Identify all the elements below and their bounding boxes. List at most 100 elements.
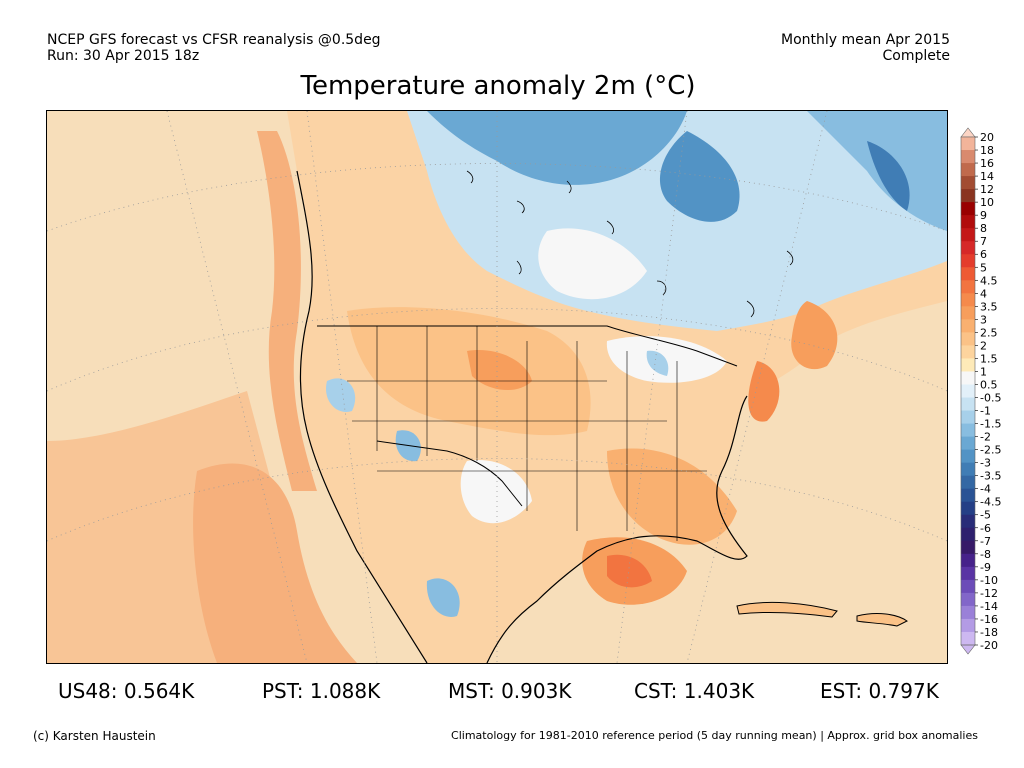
header-status: Complete [882, 48, 950, 64]
us-canada-border [317, 325, 738, 367]
scale-swatch [961, 163, 975, 177]
west-coast-warm-strip [257, 131, 317, 491]
map-canvas [47, 111, 947, 663]
color-scale-legend: 201816141210987654.543.532.521.510.5-0.5… [960, 127, 1001, 655]
scale-label: 9 [980, 209, 987, 222]
scale-frame [960, 136, 976, 646]
scale-label: -7 [980, 535, 991, 548]
scale-label: 3 [980, 313, 987, 326]
stat-pst: PST: 1.088K [262, 679, 380, 703]
scale-label: -8 [980, 548, 991, 561]
scale-swatch [961, 423, 975, 438]
scale-swatch [961, 176, 975, 190]
scale-swatch [961, 397, 975, 412]
scale-label: -0.5 [980, 392, 1001, 405]
scale-swatch [961, 553, 975, 568]
header-period: Monthly mean Apr 2015 [781, 32, 950, 48]
scale-swatch [961, 371, 975, 385]
scale-swatch [961, 410, 975, 425]
canadian-lakes [466, 170, 794, 318]
scale-swatch [961, 462, 975, 477]
scale-label: 2.5 [980, 326, 998, 339]
footer-note: Climatology for 1981-2010 reference peri… [451, 729, 978, 742]
scale-swatch [961, 254, 975, 268]
scale-label: 3.5 [980, 300, 998, 313]
scale-label: -6 [980, 522, 991, 535]
scale-label: 16 [980, 157, 994, 170]
central-canada-neutral [538, 228, 647, 300]
header-model-line: NCEP GFS forecast vs CFSR reanalysis @0.… [47, 32, 381, 48]
scale-label: 20 [980, 131, 994, 144]
scale-swatch [961, 449, 975, 464]
scale-label: -16 [980, 613, 998, 626]
hudson-cold-core [659, 131, 740, 222]
state-boundaries [347, 326, 707, 541]
scale-swatch [961, 306, 975, 320]
scale-swatch [961, 332, 975, 346]
scale-label: -2.5 [980, 444, 1001, 457]
scale-label: 7 [980, 235, 987, 248]
scale-swatch [961, 137, 975, 151]
stat-us48: US48: 0.564K [58, 679, 194, 703]
stat-cst: CST: 1.403K [634, 679, 754, 703]
anomaly-map [46, 110, 948, 664]
scale-label: 6 [980, 248, 987, 261]
scale-swatch [961, 436, 975, 451]
scale-label: -20 [980, 639, 998, 652]
great-lakes-cool [646, 350, 669, 376]
scale-swatch [961, 215, 975, 229]
scale-swatch [961, 592, 975, 607]
scale-swatch [961, 267, 975, 281]
scale-label: -3 [980, 457, 991, 470]
stat-pst-label: PST: [262, 679, 304, 703]
stat-us48-value: 0.564K [123, 679, 195, 703]
southeast-warm-region [607, 448, 737, 545]
mexico-cool-patch [426, 578, 460, 617]
scale-label: -10 [980, 574, 998, 587]
scale-swatch [961, 345, 975, 359]
scale-label: 18 [980, 144, 994, 157]
northeast-neutral [606, 336, 727, 383]
scale-swatch [961, 540, 975, 555]
scale-label: -1.5 [980, 418, 1001, 431]
scale-swatch [961, 358, 975, 372]
graticule [47, 111, 947, 663]
atlantic-warm-blob-2 [748, 361, 780, 422]
us-interior-warm [347, 307, 591, 436]
header-run-info: NCEP GFS forecast vs CFSR reanalysis @0.… [47, 32, 381, 64]
stat-est: EST: 0.797K [820, 679, 939, 703]
scale-swatch [961, 488, 975, 503]
gulf-warm-core [607, 554, 652, 588]
scale-swatch [961, 189, 975, 203]
scale-swatch [961, 241, 975, 255]
arctic-strong-cold [427, 111, 687, 185]
scale-label: 0.5 [980, 378, 998, 391]
scale-top-cap [960, 127, 976, 138]
rockies-cool-patch-1 [326, 378, 356, 412]
scale-label: 8 [980, 222, 987, 235]
texas-neutral [460, 460, 532, 524]
scale-label: -1 [980, 405, 991, 418]
west-coastline [296, 170, 428, 663]
header-period-info: Monthly mean Apr 2015 Complete [781, 32, 950, 64]
header-run-line: Run: 30 Apr 2015 18z [47, 48, 200, 64]
cuba-outline [736, 601, 838, 618]
scale-label: -12 [980, 587, 998, 600]
scale-swatch [961, 514, 975, 529]
scale-swatch [961, 202, 975, 216]
stat-pst-value: 1.088K [309, 679, 381, 703]
scale-label: 12 [980, 183, 994, 196]
scale-label: -18 [980, 626, 998, 639]
scale-swatch [961, 384, 975, 399]
scale-swatch [961, 527, 975, 542]
stat-mst: MST: 0.903K [448, 679, 571, 703]
scale-label: -9 [980, 561, 991, 574]
scale-swatch [961, 319, 975, 333]
scale-label: -4 [980, 483, 991, 496]
scale-swatch [961, 475, 975, 490]
plains-warm-core [467, 350, 532, 391]
stat-mst-value: 0.903K [501, 679, 572, 703]
scale-label: 4 [980, 287, 987, 300]
stat-est-value: 0.797K [868, 679, 939, 703]
scale-label: -4.5 [980, 496, 1001, 509]
